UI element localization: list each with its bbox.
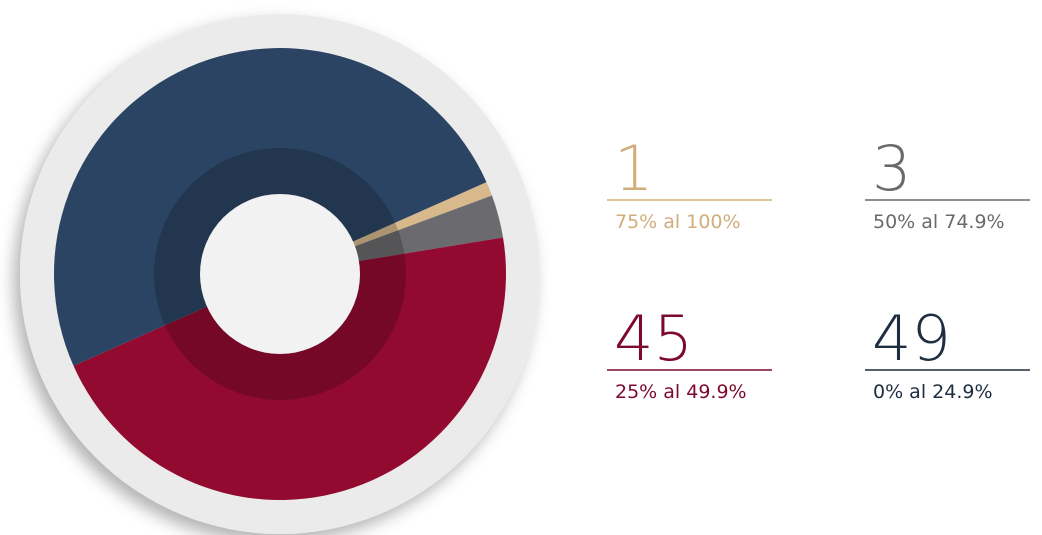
legend-label: 50% al 74.9% [873,211,1005,233]
legend-value: 1 [614,132,653,205]
legend-value: 3 [872,132,911,205]
legend: 1 75% al 100% 3 50% al 74.9% 45 25% al 49.9% 4… [607,132,1030,403]
legend-label: 25% al 49.9% [615,381,747,403]
legend-label: 0% al 24.9% [873,381,993,403]
legend-label: 75% al 100% [615,211,741,233]
slice [73,237,506,500]
legend-value: 45 [614,302,693,375]
legend-value: 49 [872,302,951,375]
center-hole [200,194,360,354]
